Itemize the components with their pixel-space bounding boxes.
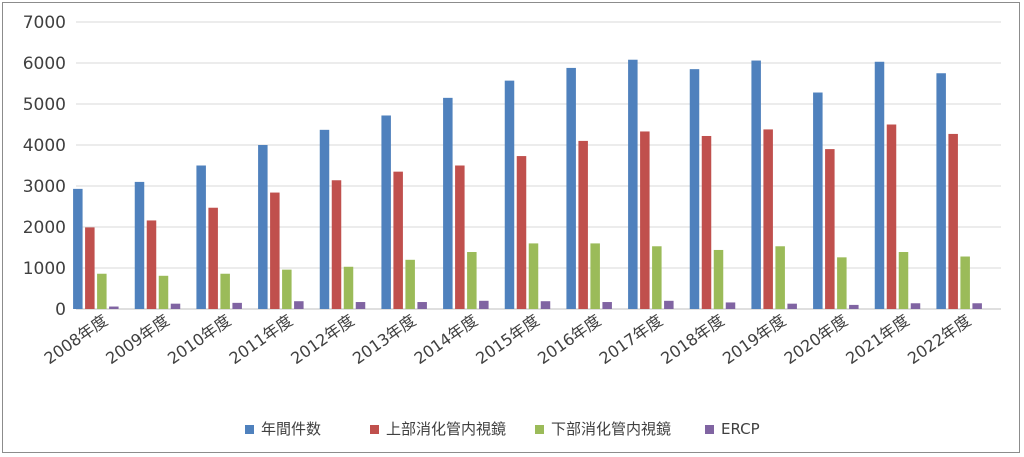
bar [874, 61, 885, 309]
bar [504, 80, 515, 309]
bar [97, 273, 107, 309]
legend-label: ERCP [721, 420, 760, 438]
bar [134, 181, 145, 309]
bar [331, 180, 342, 309]
legend-label: 上部消化管内視鏡 [386, 420, 506, 438]
bar [146, 220, 157, 309]
bar [455, 165, 465, 309]
x-tick-label: 2017年度 [596, 311, 666, 368]
legend: 年間件数 上部消化管内視鏡 下部消化管内視鏡 ERCP [245, 420, 760, 438]
bar [972, 303, 982, 309]
bar [158, 275, 169, 309]
y-tick-label: 4000 [23, 136, 66, 156]
bar [849, 304, 859, 309]
bar [936, 73, 946, 309]
legend-swatch [535, 425, 544, 434]
bar [960, 256, 970, 309]
bar [763, 129, 773, 309]
bar [701, 135, 712, 309]
bar [886, 124, 897, 309]
x-tick-label: 2009年度 [102, 311, 172, 368]
x-tick-label: 2018年度 [657, 311, 727, 368]
bar [417, 302, 427, 309]
x-tick-label: 2011年度 [226, 311, 296, 368]
y-tick-label: 0 [55, 300, 66, 320]
x-tick-label: 2019年度 [719, 311, 789, 368]
y-tick-label: 1000 [23, 259, 66, 279]
bar [590, 243, 600, 309]
x-tick-label: 2013年度 [349, 311, 419, 368]
bar [837, 257, 847, 309]
bar [516, 156, 527, 309]
gridlines [76, 21, 1001, 310]
bar [578, 140, 588, 309]
y-tick-label: 2000 [23, 218, 66, 238]
bar [405, 259, 415, 309]
bar [479, 300, 489, 309]
y-tick-label: 7000 [23, 13, 66, 33]
legend-label: 下部消化管内視鏡 [551, 420, 671, 438]
bar [751, 60, 761, 309]
bar [220, 273, 230, 309]
y-tick-label: 6000 [23, 54, 66, 74]
bar [319, 129, 330, 309]
bar [73, 188, 83, 309]
x-tick-label: 2015年度 [472, 311, 542, 368]
y-tick-label: 5000 [23, 95, 66, 115]
bar [170, 303, 181, 309]
legend-swatch [245, 425, 254, 434]
legend-swatch [705, 425, 714, 434]
bar [467, 252, 477, 309]
x-axis-ticks: 2008年度2009年度2010年度2011年度2012年度2013年度2014… [41, 311, 975, 368]
bar [196, 165, 206, 309]
bar [825, 149, 835, 309]
x-tick-label: 2016年度 [534, 311, 604, 368]
bar [898, 252, 909, 309]
legend-swatch [370, 425, 379, 434]
bar [540, 301, 551, 309]
bar [602, 302, 612, 309]
bar [775, 246, 785, 309]
x-tick-label: 2022年度 [904, 311, 974, 368]
bar [270, 192, 280, 309]
bar [232, 302, 242, 309]
bar [343, 266, 354, 309]
x-tick-label: 2020年度 [781, 311, 851, 368]
bar [282, 269, 292, 309]
bar [109, 306, 119, 309]
bar [528, 243, 539, 309]
bar [948, 133, 958, 309]
bar [258, 145, 268, 309]
bar [640, 131, 650, 309]
legend-label: 年間件数 [261, 420, 321, 438]
bars [73, 59, 982, 310]
x-tick-label: 2010年度 [164, 311, 234, 368]
y-axis-ticks: 0 1000 2000 3000 4000 5000 6000 7000 [23, 13, 66, 320]
bar [294, 301, 304, 309]
bar [85, 227, 95, 309]
x-tick-label: 2014年度 [411, 311, 481, 368]
bar [566, 67, 576, 309]
bar [652, 246, 662, 309]
bar [787, 303, 797, 309]
bar [725, 302, 736, 309]
bar [910, 303, 921, 309]
bar [208, 207, 218, 309]
x-tick-label: 2021年度 [842, 311, 912, 368]
bar [393, 171, 403, 309]
bar [664, 300, 674, 309]
x-tick-label: 2012年度 [287, 311, 357, 368]
y-tick-label: 3000 [23, 177, 66, 197]
bar [813, 92, 823, 310]
bar [628, 59, 638, 309]
bar [689, 69, 700, 310]
bar [355, 302, 366, 309]
x-tick-label: 2008年度 [41, 311, 111, 368]
bar [713, 249, 724, 309]
bar [443, 97, 453, 309]
bar [381, 115, 391, 309]
